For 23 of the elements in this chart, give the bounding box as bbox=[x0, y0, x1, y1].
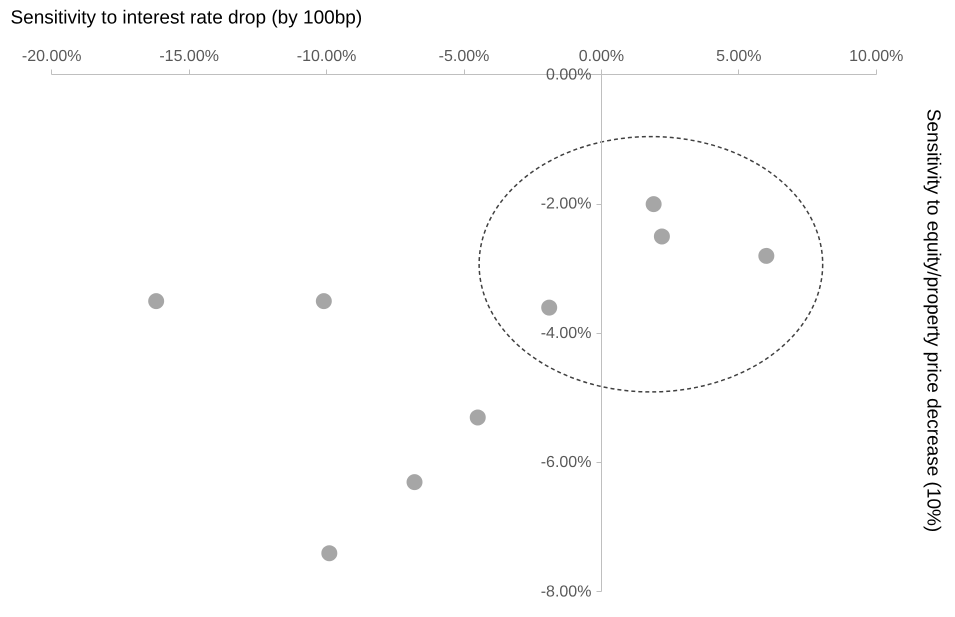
x-tick-label: 10.00% bbox=[849, 48, 904, 65]
point bbox=[148, 293, 164, 310]
y-axis-title: Sensitivity to equity/property price decrease (10%) bbox=[922, 108, 944, 532]
x-tick-label: -10.00% bbox=[296, 48, 356, 65]
y-tick-label: -2.00% bbox=[540, 196, 592, 213]
point bbox=[646, 196, 662, 212]
point bbox=[654, 228, 670, 244]
y-tick-label: -6.00% bbox=[540, 454, 592, 472]
x-tick-label: -15.00% bbox=[159, 48, 219, 65]
point bbox=[316, 293, 332, 310]
point bbox=[758, 248, 774, 264]
point bbox=[541, 300, 558, 316]
y-tick-label: -8.00% bbox=[540, 583, 592, 600]
x-tick-label: 5.00% bbox=[716, 48, 762, 65]
x-axis-title: Sensitivity to interest rate drop (by 100bp) bbox=[10, 8, 362, 28]
point bbox=[406, 474, 423, 490]
x-tick-label: -20.00% bbox=[22, 48, 82, 65]
y-tick-label: 0.00% bbox=[546, 66, 592, 84]
y-tick-label: -4.00% bbox=[540, 324, 592, 342]
point bbox=[321, 545, 338, 562]
point bbox=[470, 409, 486, 426]
x-tick-label: 0.00% bbox=[578, 48, 624, 65]
x-tick-label: -5.00% bbox=[438, 48, 490, 65]
